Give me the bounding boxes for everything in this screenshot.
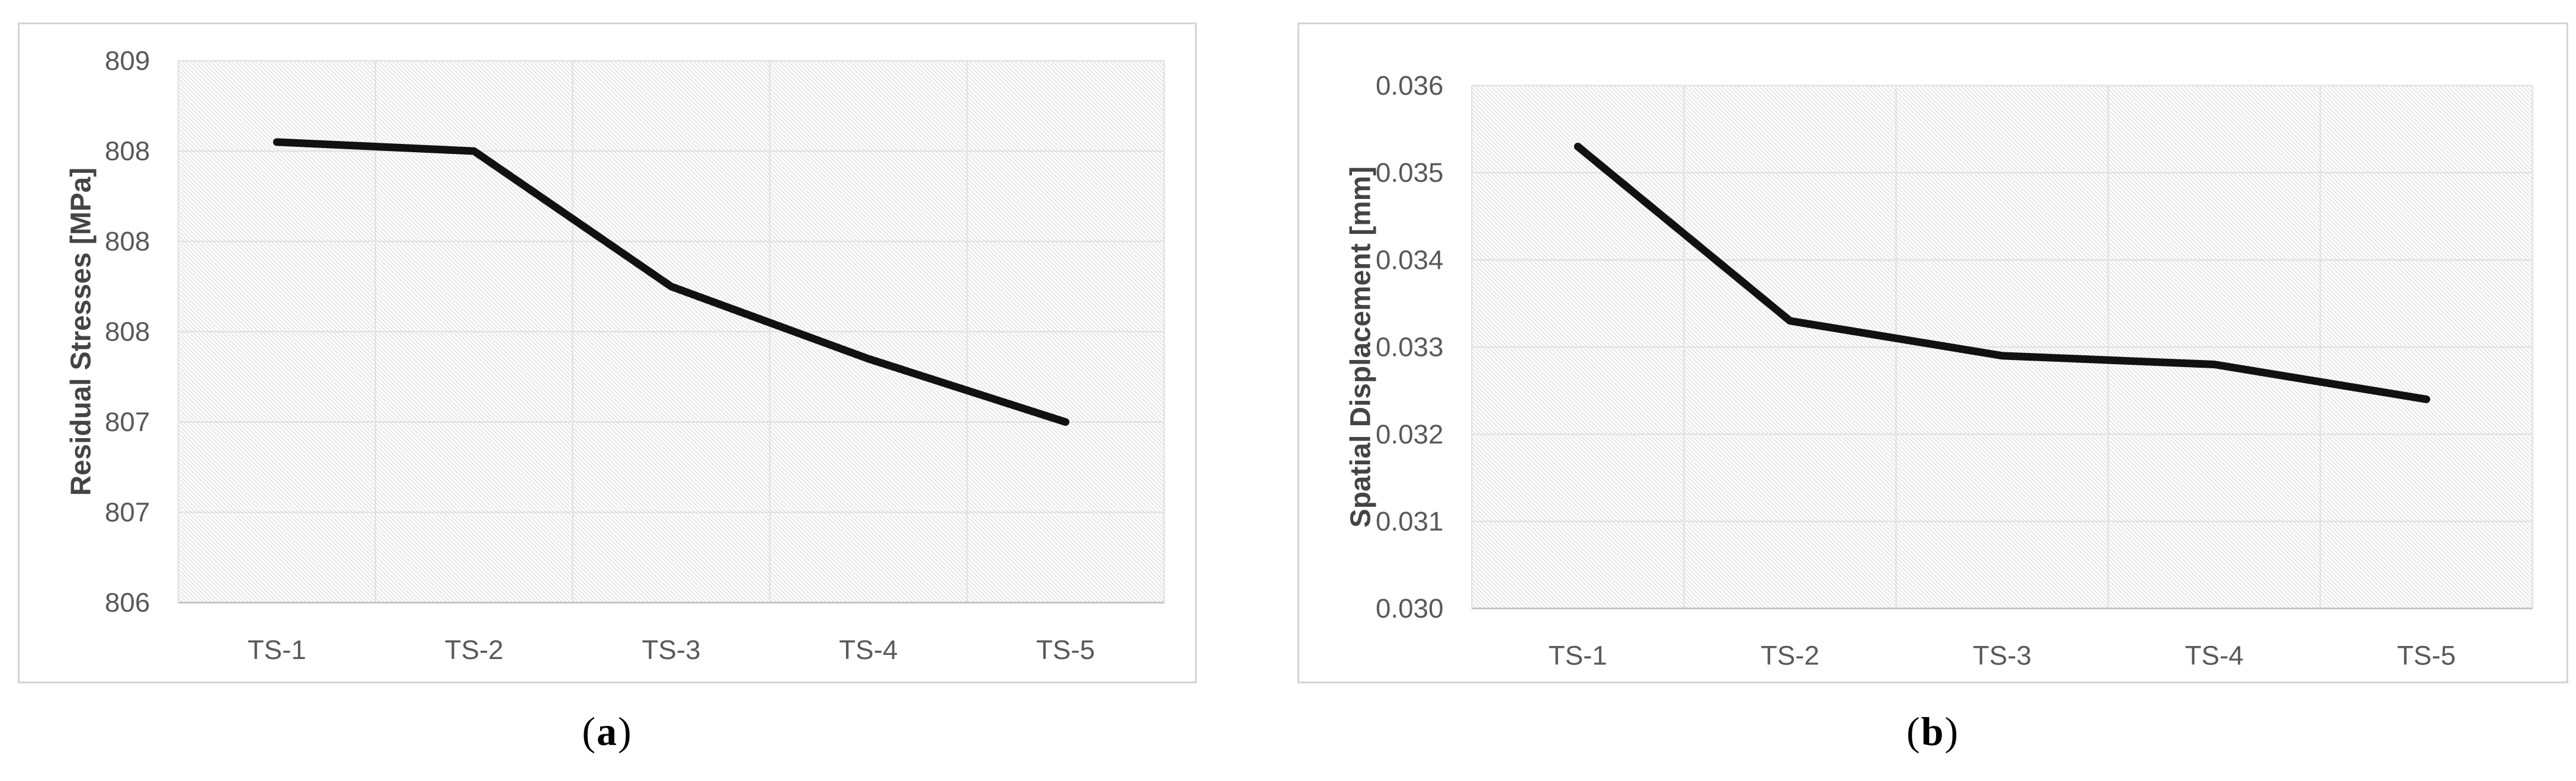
data-line <box>273 138 1069 426</box>
x-tick-label: TS-2 <box>1761 641 1819 671</box>
x-tick-label: TS-3 <box>642 635 700 665</box>
caption-b-letter: b <box>1921 709 1945 754</box>
y-tick-label: 808 <box>105 136 150 166</box>
y-tick-label: 807 <box>105 407 150 437</box>
y-tick-label: 806 <box>105 587 150 618</box>
y-tick-label: 0.034 <box>1376 245 1444 275</box>
x-tick-label: TS-4 <box>2185 641 2244 671</box>
data-line <box>1574 143 2430 403</box>
x-tick-label: TS-2 <box>445 635 504 665</box>
x-tick-label: TS-5 <box>1036 635 1095 665</box>
residual-stresses-line-chart: 809 808 808 808 807 807 806 TS-1 TS-2 TS-3 TS-4 TS-… <box>65 46 1165 665</box>
caption-b-close-paren: ) <box>1944 709 1960 754</box>
chart-panel-b: 0.036 0.035 0.034 0.033 0.032 0.031 0.030 TS-1 T… <box>1297 23 2568 683</box>
caption-a: (a) <box>18 708 1197 755</box>
y-tick-label: 0.036 <box>1376 70 1444 101</box>
y-tick-label: 0.032 <box>1376 419 1444 449</box>
y-tick-label: 808 <box>105 226 150 256</box>
y-tick-label: 0.035 <box>1376 158 1444 188</box>
y-tick-label: 0.031 <box>1376 506 1444 536</box>
caption-a-open-paren: ( <box>582 709 597 754</box>
y-tick-label: 0.030 <box>1376 593 1444 623</box>
chart-panel-a: 809 808 808 808 807 807 806 TS-1 TS-2 TS-3 TS-4 TS-… <box>18 23 1197 683</box>
caption-b-open-paren: ( <box>1906 709 1921 754</box>
x-tick-label: TS-1 <box>1549 641 1607 671</box>
y-tick-label: 808 <box>105 317 150 347</box>
y-axis-title: Spatial Displacement [mm] <box>1345 166 1377 528</box>
caption-b: (b) <box>1297 708 2568 755</box>
caption-a-letter: a <box>597 709 618 754</box>
y-axis-title: Residual Stresses [MPa] <box>65 168 97 496</box>
x-tick-label: TS-5 <box>2397 641 2456 671</box>
x-tick-label: TS-3 <box>1973 641 2032 671</box>
x-tick-label: TS-4 <box>839 635 898 665</box>
y-tick-label: 807 <box>105 497 150 528</box>
y-tick-label: 809 <box>105 46 150 76</box>
x-tick-label: TS-1 <box>248 635 306 665</box>
y-tick-label: 0.033 <box>1376 332 1444 362</box>
caption-a-close-paren: ) <box>618 709 633 754</box>
spatial-displacement-line-chart: 0.036 0.035 0.034 0.033 0.032 0.031 0.030 TS-1 T… <box>1345 70 2533 671</box>
